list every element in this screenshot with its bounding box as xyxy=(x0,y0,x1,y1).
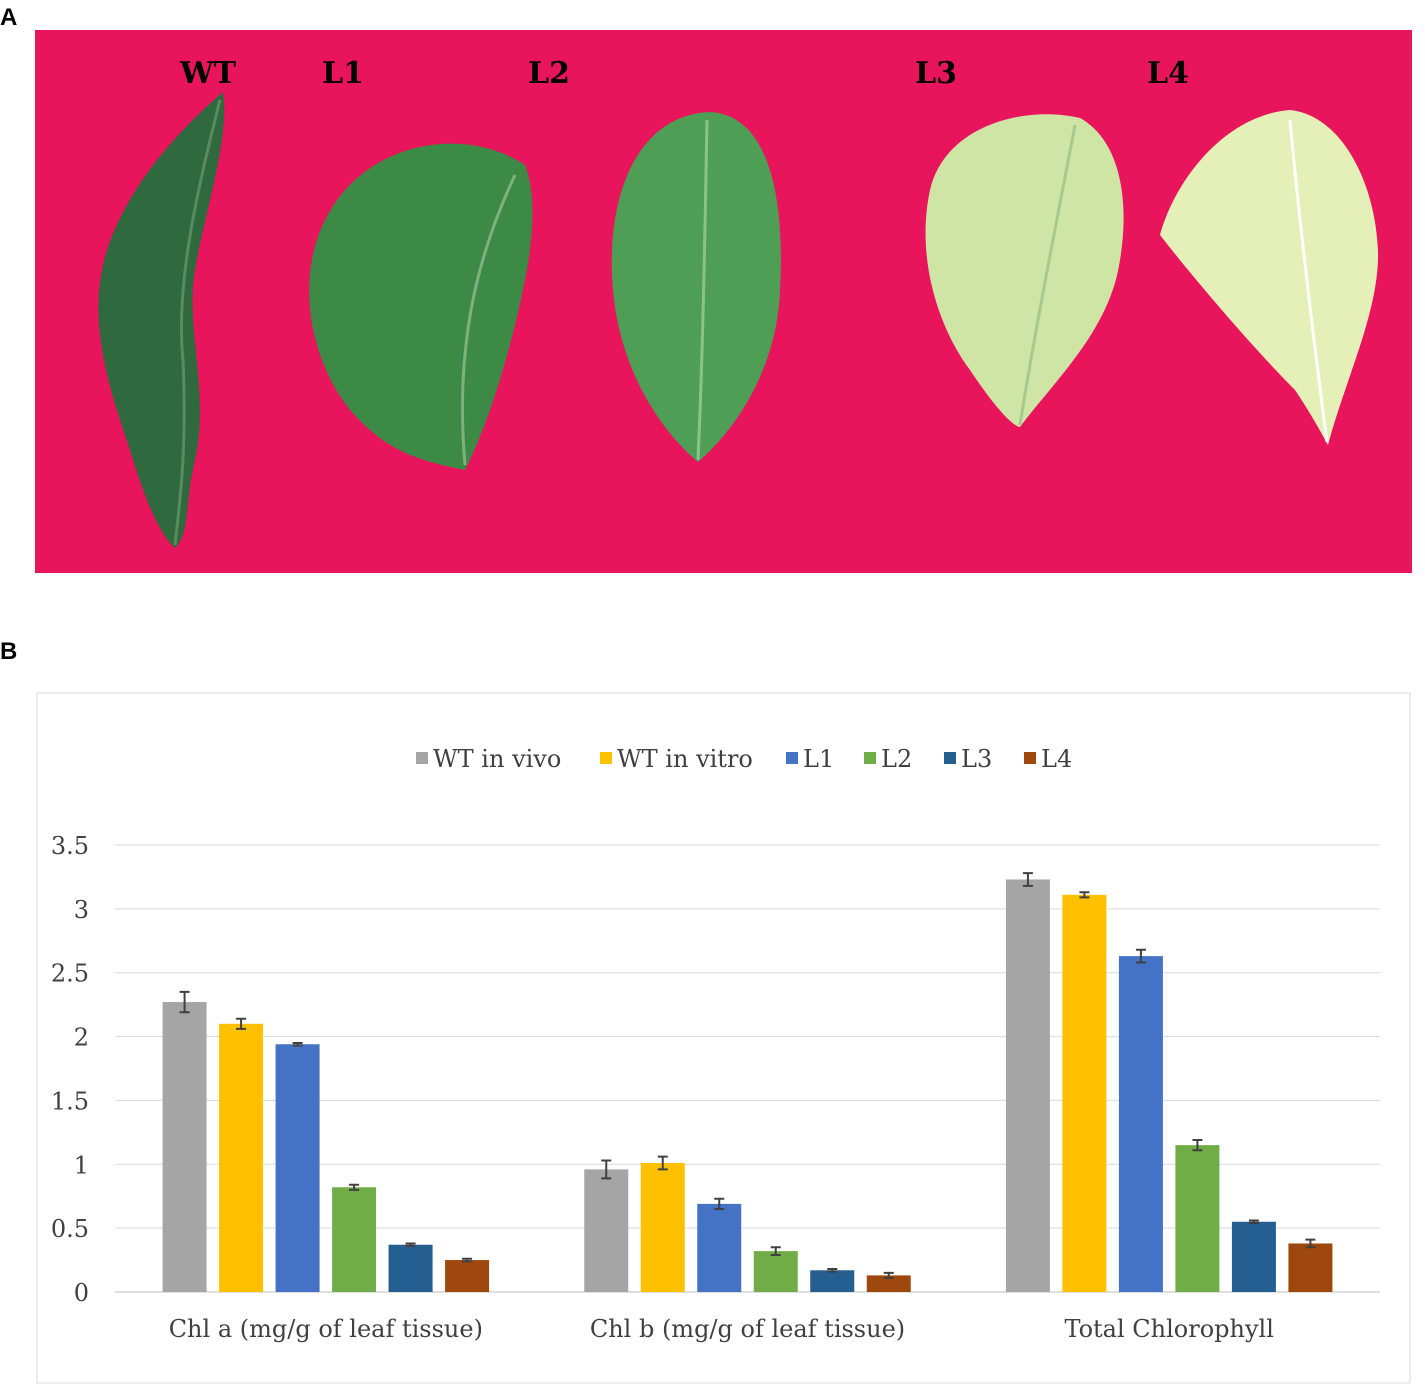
photo-label-l4: L4 xyxy=(1147,56,1189,91)
x-category-label: Total Chlorophyll xyxy=(1064,1315,1273,1343)
leaf-l4-midrib xyxy=(1288,119,1329,443)
legend-swatch xyxy=(786,752,798,764)
bar xyxy=(1062,894,1107,1292)
bar xyxy=(275,1044,320,1292)
error-bar xyxy=(292,1041,303,1047)
gridlines xyxy=(115,844,1380,1293)
legend-swatch xyxy=(1024,752,1036,764)
bar xyxy=(445,1260,490,1292)
leaf-wt xyxy=(98,92,225,548)
bar xyxy=(810,1270,855,1292)
legend-swatch xyxy=(944,752,956,764)
bar xyxy=(1175,1145,1220,1292)
photo-label-l3: L3 xyxy=(915,56,957,91)
bar xyxy=(1231,1221,1276,1292)
error-bar xyxy=(1135,948,1146,964)
error-bars xyxy=(179,872,1316,1279)
x-category-label: Chl a (mg/g of leaf tissue) xyxy=(169,1315,483,1343)
x-category-label: Chl b (mg/g of leaf tissue) xyxy=(590,1315,905,1343)
error-bar xyxy=(1022,872,1033,887)
bar xyxy=(219,1023,264,1292)
legend-swatch xyxy=(600,752,612,764)
error-bar xyxy=(236,1017,247,1030)
legend-label: WT in vivo xyxy=(433,745,561,773)
bar xyxy=(640,1163,685,1292)
y-axis-tick-labels: 0 0.5 1 1.5 2 2.5 3 3.5 xyxy=(51,832,89,1307)
photo-label-wt: WT xyxy=(179,56,237,91)
legend-swatch xyxy=(864,752,876,764)
error-bar xyxy=(1079,891,1090,899)
error-bar xyxy=(1248,1219,1259,1225)
error-bar xyxy=(349,1183,360,1191)
leaf-l3-midrib xyxy=(1018,124,1077,426)
error-bar xyxy=(405,1242,416,1248)
bars xyxy=(162,879,1333,1292)
y-tick-label: 1 xyxy=(74,1151,89,1179)
leaf-l2 xyxy=(611,112,781,462)
bar xyxy=(332,1187,377,1292)
x-axis-category-labels: Chl a (mg/g of leaf tissue) Chl b (mg/g o… xyxy=(169,1315,1274,1343)
error-bar xyxy=(179,990,190,1014)
error-bar xyxy=(601,1159,612,1180)
leaf-l4 xyxy=(1160,110,1379,445)
legend-label: L1 xyxy=(803,745,834,773)
legend-label: L3 xyxy=(961,745,992,773)
photo-label-l1: L1 xyxy=(322,56,364,91)
y-tick-label: 0 xyxy=(74,1279,89,1307)
bar xyxy=(1118,956,1163,1292)
y-tick-label: 0.5 xyxy=(51,1215,89,1243)
bar xyxy=(753,1251,798,1292)
error-bar xyxy=(883,1271,894,1279)
bar xyxy=(162,1002,207,1292)
leaf-l2-midrib xyxy=(696,119,709,461)
error-bar xyxy=(714,1197,725,1210)
legend: WT in vivo WT in vitro L1 L2 L3 L4 xyxy=(416,745,1072,773)
leaf-l1-midrib xyxy=(460,174,517,466)
leaf-l1 xyxy=(309,143,533,470)
y-tick-label: 3 xyxy=(74,896,89,924)
leaf-wt-midrib xyxy=(173,99,222,546)
panel-a-letter: A xyxy=(0,4,18,31)
panel-b-letter: B xyxy=(0,638,18,665)
y-tick-label: 1.5 xyxy=(51,1087,89,1115)
error-bar xyxy=(1192,1139,1203,1152)
bar xyxy=(388,1244,433,1292)
bar xyxy=(1288,1243,1333,1292)
y-tick-label: 3.5 xyxy=(51,832,89,860)
legend-label: WT in vitro xyxy=(617,745,753,773)
y-tick-label: 2.5 xyxy=(51,960,89,988)
legend-swatch xyxy=(416,752,428,764)
bar xyxy=(866,1275,911,1292)
error-bar xyxy=(1305,1238,1316,1249)
legend-label: L2 xyxy=(881,745,912,773)
leaf-l3 xyxy=(925,114,1124,428)
error-bar xyxy=(462,1257,473,1263)
legend-label: L4 xyxy=(1041,745,1072,773)
error-bar xyxy=(657,1155,668,1171)
bar xyxy=(697,1203,742,1292)
y-tick-label: 2 xyxy=(74,1024,89,1052)
leaf-photo: WT L1 L2 L3 L4 xyxy=(35,30,1412,573)
error-bar xyxy=(827,1268,838,1273)
error-bar xyxy=(770,1246,781,1256)
bar xyxy=(584,1169,629,1292)
photo-label-l2: L2 xyxy=(528,56,570,91)
bar xyxy=(1005,879,1050,1292)
